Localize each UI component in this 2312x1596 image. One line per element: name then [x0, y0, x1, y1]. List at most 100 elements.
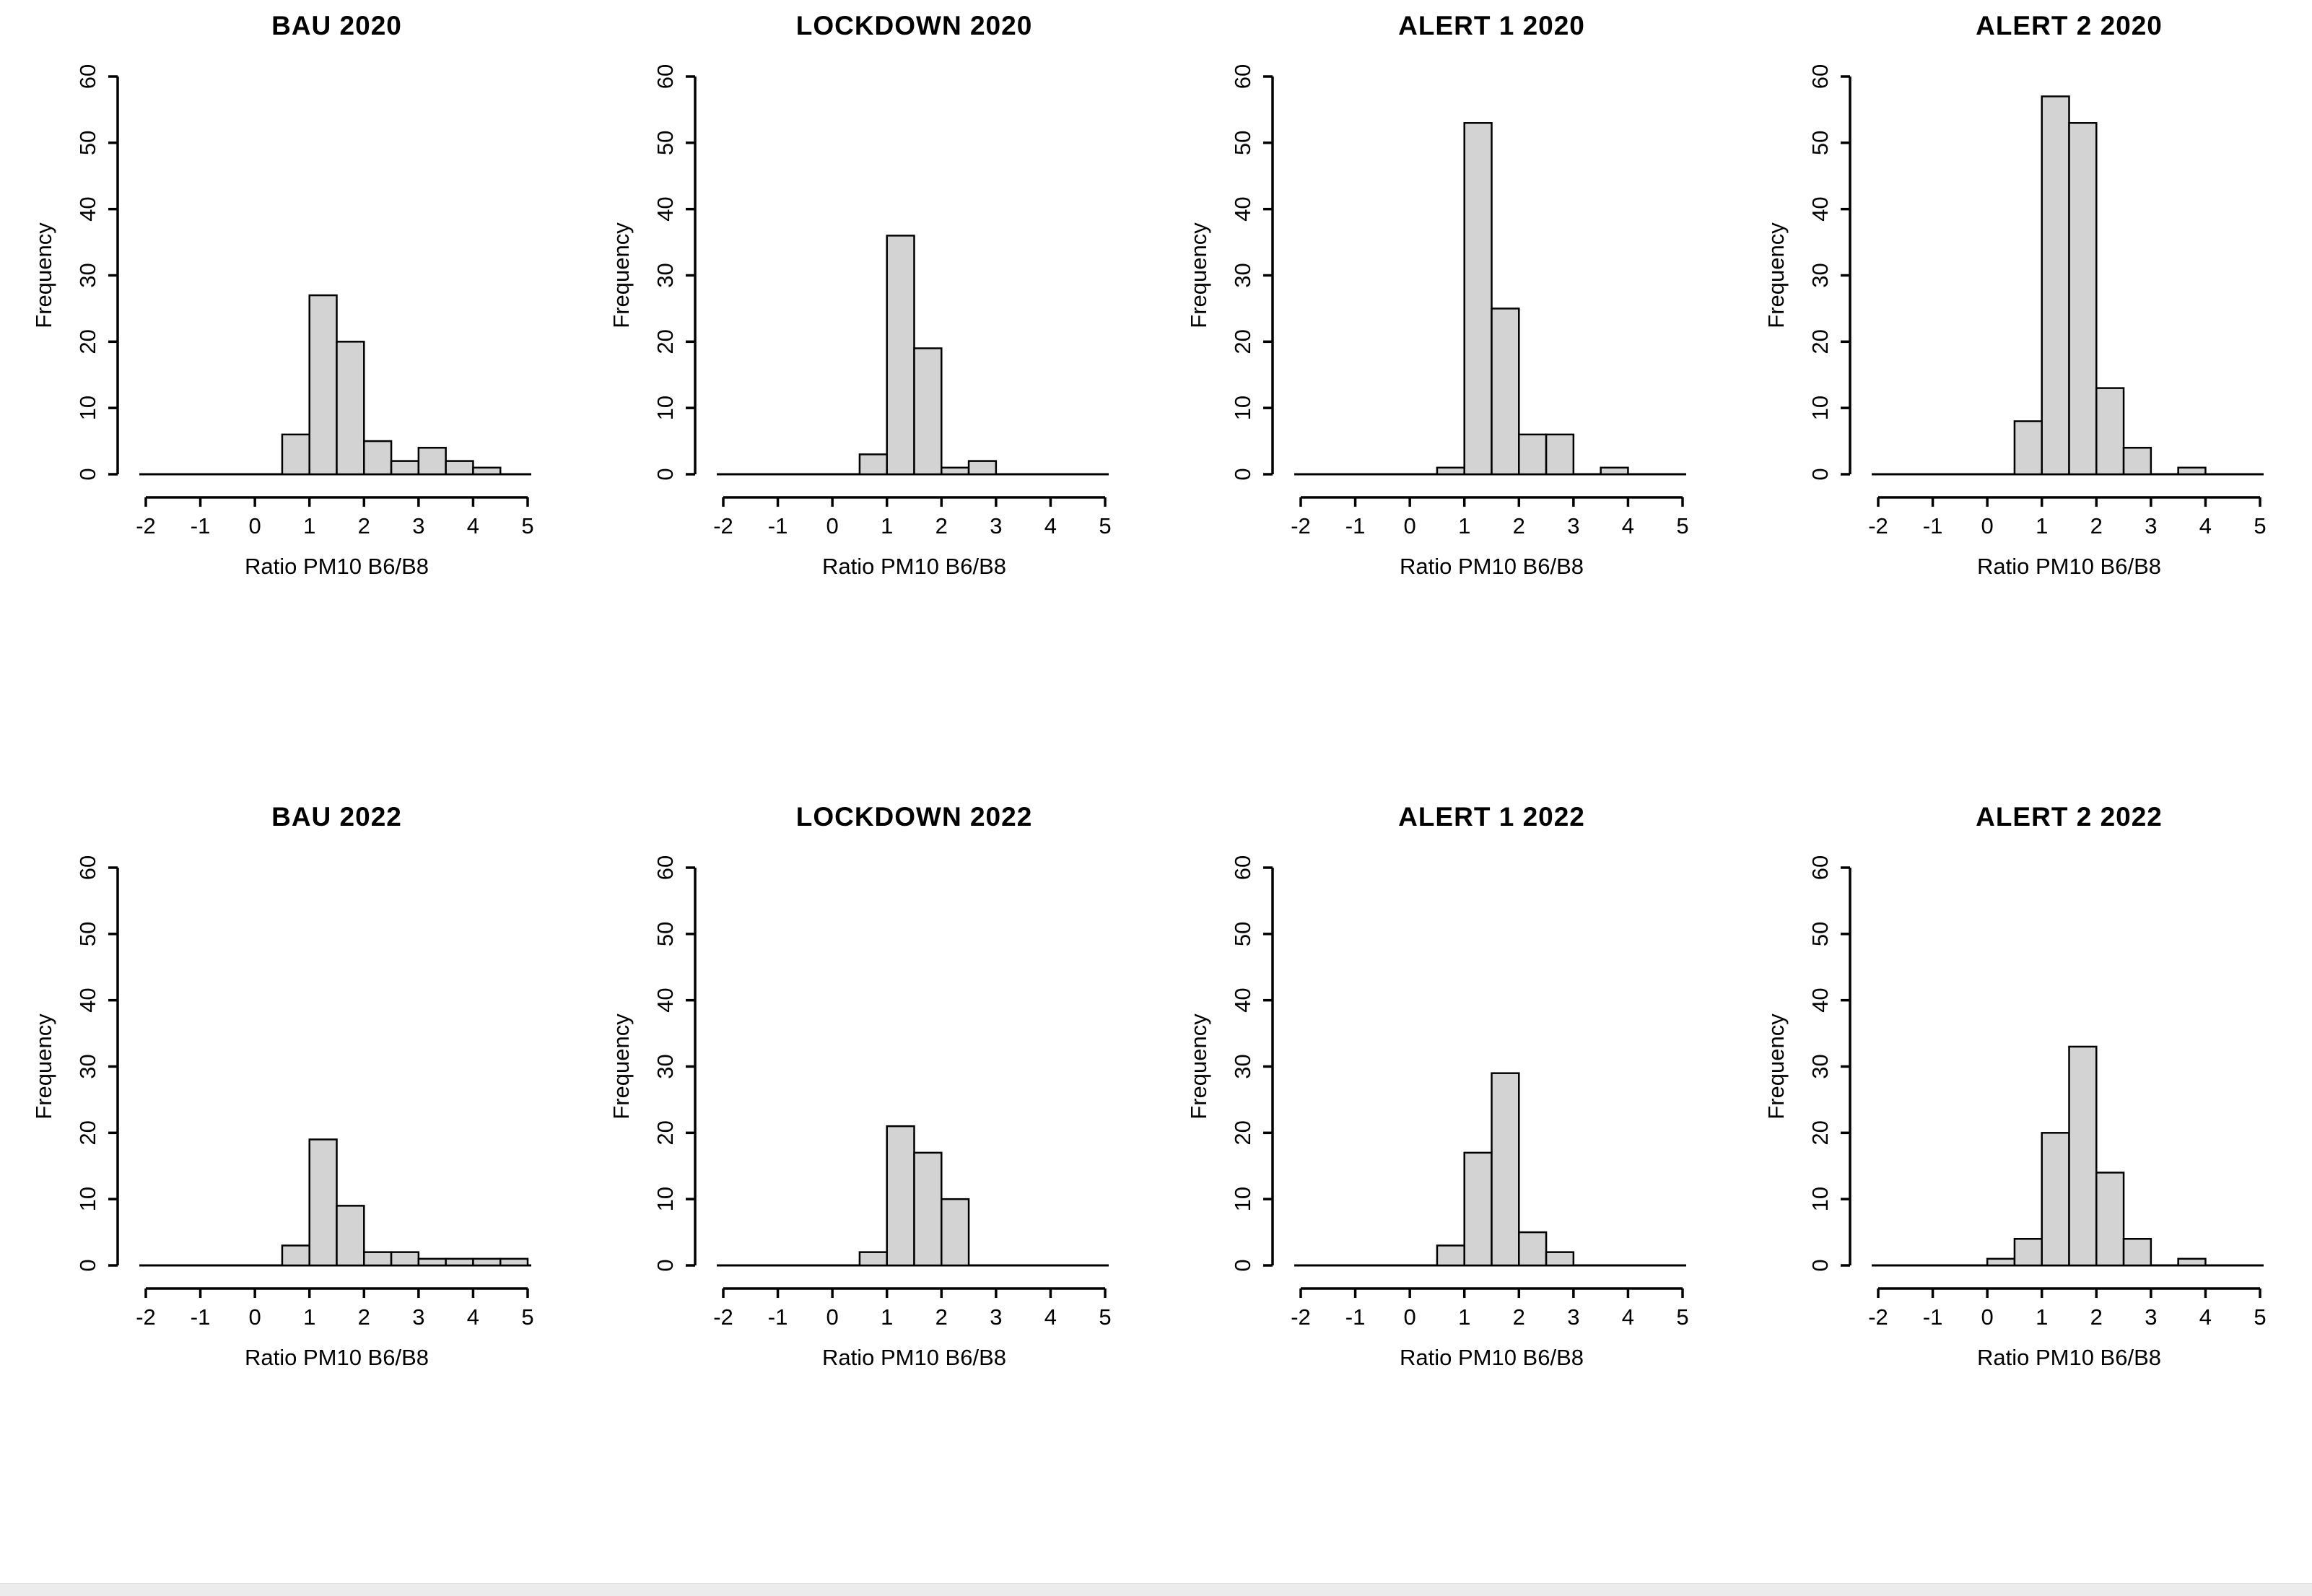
- y-tick-label: 60: [653, 855, 678, 880]
- y-tick-label: 60: [653, 64, 678, 89]
- x-tick-label: 2: [358, 1304, 370, 1330]
- y-tick-label: 20: [653, 1120, 678, 1145]
- x-tick-label: 1: [1458, 513, 1470, 538]
- x-tick-label: 5: [2254, 1304, 2266, 1330]
- y-tick-label: 10: [1807, 396, 1833, 420]
- histogram-bar: [913, 1151, 943, 1267]
- x-tick-label: 0: [1981, 513, 1994, 538]
- histogram-svg: LOCKDOWN 2022 0 10 20 30 40 50 60 Frequency -2 -1 0…: [608, 802, 1112, 1370]
- histogram-svg: ALERT 1 2020 0 10 20 30 40 50 60 Frequency -2 -1 0 1…: [1186, 11, 1689, 579]
- x-axis-label: Ratio PM10 B6/B8: [1400, 1345, 1584, 1370]
- x-tick-label: -1: [768, 513, 788, 538]
- y-tick-label: 40: [1807, 987, 1833, 1012]
- y-tick-label: 20: [1807, 1120, 1833, 1145]
- x-tick-label: 2: [1513, 513, 1525, 538]
- x-tick-label: -1: [1345, 513, 1366, 538]
- y-tick-label: 20: [1230, 329, 1255, 354]
- x-tick-label: 2: [1513, 1304, 1525, 1330]
- y-tick-label: 30: [1230, 263, 1255, 287]
- y-tick-label: 50: [653, 131, 678, 155]
- y-tick-label: 0: [653, 1259, 678, 1271]
- y-tick-label: 10: [75, 1187, 100, 1211]
- x-tick-label: 5: [1099, 513, 1111, 538]
- histogram-svg: ALERT 2 2020 0 10 20 30 40 50 60 Frequency -2 -1 0 1…: [1763, 11, 2267, 579]
- chart-title: ALERT 2 2020: [1976, 11, 2163, 40]
- histogram-bar: [913, 347, 943, 476]
- histogram-bar: [2041, 1132, 2070, 1267]
- y-tick-label: 10: [1807, 1187, 1833, 1211]
- histogram-bar: [472, 466, 502, 476]
- histogram-bar: [1463, 1151, 1493, 1267]
- x-tick-label: 1: [881, 1304, 893, 1330]
- y-tick-label: 20: [75, 329, 100, 354]
- x-tick-label: -2: [136, 513, 156, 538]
- histogram-bar: [1463, 122, 1493, 476]
- y-tick-label: 30: [1807, 1054, 1833, 1078]
- histogram-bar: [281, 433, 310, 476]
- x-tick-label: -1: [1923, 1304, 1943, 1330]
- x-axis-label: Ratio PM10 B6/B8: [822, 554, 1006, 579]
- y-tick-label: 60: [1807, 855, 1833, 880]
- chart-title: ALERT 1 2022: [1398, 802, 1585, 832]
- y-tick-label: 20: [75, 1120, 100, 1145]
- histogram-bar: [390, 1251, 420, 1267]
- histogram-bar: [2122, 1238, 2152, 1267]
- histogram-bar: [2041, 95, 2070, 476]
- histogram-svg: BAU 2022 0 10 20 30 40 50 60 Frequency -2 -1 0 1 2 3 4 5…: [31, 802, 534, 1370]
- x-tick-label: 0: [1981, 1304, 1994, 1330]
- x-tick-label: 1: [881, 513, 893, 538]
- y-tick-label: 40: [653, 196, 678, 221]
- histogram-bar: [2177, 1257, 2207, 1267]
- y-tick-label: 10: [1230, 1187, 1255, 1211]
- y-axis-label: Frequency: [1186, 1013, 1211, 1120]
- x-axis-label: Ratio PM10 B6/B8: [1400, 554, 1584, 579]
- histogram-bar: [2068, 122, 2098, 476]
- x-tick-label: 3: [990, 513, 1002, 538]
- histogram-bar: [336, 341, 365, 476]
- y-tick-label: 0: [653, 468, 678, 480]
- y-axis-label: Frequency: [608, 1013, 634, 1120]
- y-tick-label: 0: [75, 1259, 100, 1271]
- histogram-bar: [941, 466, 970, 476]
- x-tick-label: 4: [1622, 1304, 1634, 1330]
- histogram-bar: [2095, 387, 2125, 476]
- y-tick-label: 60: [75, 64, 100, 89]
- histogram-bar: [1436, 1244, 1465, 1267]
- x-axis-label: Ratio PM10 B6/B8: [1977, 1345, 2161, 1370]
- histogram-bar: [858, 1251, 888, 1267]
- x-tick-label: 4: [2199, 1304, 2212, 1330]
- histogram-bar: [2013, 420, 2043, 476]
- histogram-bar: [967, 460, 998, 476]
- x-tick-label: -1: [191, 513, 211, 538]
- y-tick-label: 50: [75, 131, 100, 155]
- y-tick-label: 60: [1230, 855, 1255, 880]
- x-axis-label: Ratio PM10 B6/B8: [245, 1345, 429, 1370]
- x-tick-label: 2: [935, 513, 948, 538]
- y-tick-label: 50: [1807, 131, 1833, 155]
- x-tick-label: 0: [249, 513, 261, 538]
- x-axis-label: Ratio PM10 B6/B8: [1977, 554, 2161, 579]
- x-tick-label: -2: [136, 1304, 156, 1330]
- x-tick-label: -1: [768, 1304, 788, 1330]
- x-tick-label: -2: [1868, 513, 1888, 538]
- histogram-panel-bau-2020: BAU 2020 0 10 20 30 40 50 60 Frequency -2 -1 0 1 2 3 4 5…: [2, 0, 580, 791]
- histogram-bar: [1491, 1072, 1520, 1267]
- x-tick-label: -2: [1291, 1304, 1311, 1330]
- x-tick-label: 1: [1458, 1304, 1470, 1330]
- histogram-bar: [886, 235, 915, 476]
- histogram-bar: [1518, 1231, 1548, 1267]
- y-tick-label: 50: [1230, 131, 1255, 155]
- histogram-bar: [308, 294, 338, 476]
- x-tick-label: 0: [1404, 1304, 1416, 1330]
- y-tick-label: 0: [75, 468, 100, 480]
- histogram-bar: [281, 1244, 310, 1267]
- histogram-bar: [858, 453, 888, 476]
- y-tick-label: 30: [1230, 1054, 1255, 1078]
- histogram-svg: LOCKDOWN 2020 0 10 20 30 40 50 60 Frequency -2 -1 0…: [608, 11, 1112, 579]
- histogram-bar: [1436, 466, 1465, 476]
- histogram-panel-lockdown-2022: LOCKDOWN 2022 0 10 20 30 40 50 60 Frequency -2 -1 0…: [580, 791, 1157, 1582]
- y-tick-label: 40: [1230, 196, 1255, 221]
- x-tick-label: 2: [2090, 1304, 2103, 1330]
- histogram-panel-alert-1-2022: ALERT 1 2022 0 10 20 30 40 50 60 Frequency -2 -1 0 1…: [1157, 791, 1735, 1582]
